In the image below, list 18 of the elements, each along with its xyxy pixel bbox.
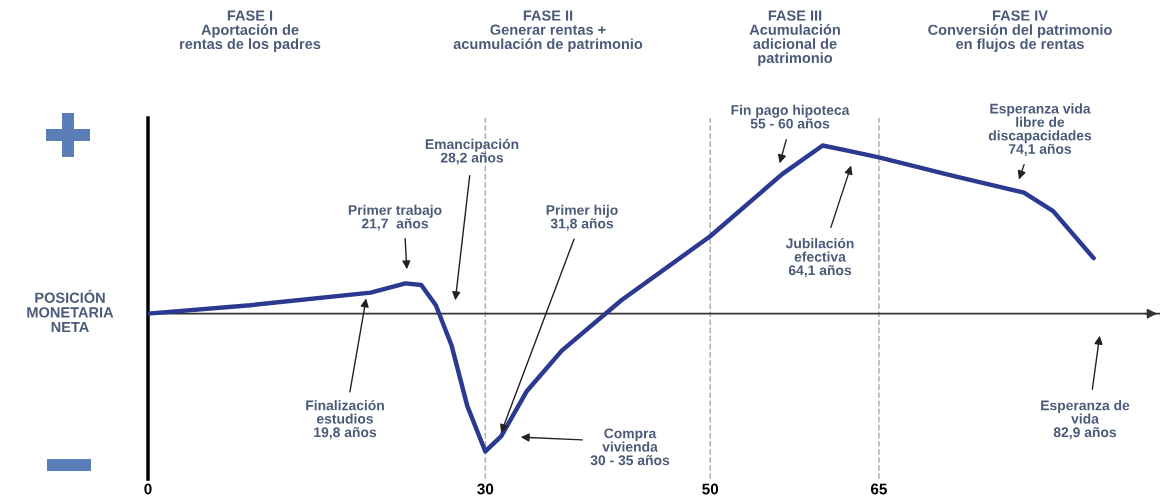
x-tick-label: 50 bbox=[702, 483, 719, 495]
x-tick-label: 0 bbox=[144, 483, 152, 495]
annotation: Primer trabajo 21,7 años bbox=[348, 204, 442, 231]
x-tick-label: 65 bbox=[870, 483, 887, 495]
text: FASE II Generar rentas + acumulación de patrimonio bbox=[453, 10, 643, 52]
y-axis-title: POSICIÓN MONETARIA NETA bbox=[27, 289, 114, 333]
text: FASE IV Conversión del patrimonio en flujos de rentas bbox=[928, 10, 1112, 52]
annotation: Primer hijo 31,8 años bbox=[546, 204, 618, 231]
text: FASE I Aportación de rentas de los padres bbox=[180, 10, 321, 52]
annotation: Emancipación 28,2 años bbox=[425, 138, 519, 165]
annotation: Esperanza vida libre de discapacidades 74,1 años bbox=[988, 103, 1092, 156]
annotation: Compra vivienda 30 - 35 años bbox=[590, 428, 670, 466]
x-tick-label: 30 bbox=[477, 483, 494, 495]
annotation: Finalización estudios 19,8 años bbox=[306, 399, 384, 440]
text: Fin pago hipoteca 55 - 60 años bbox=[731, 104, 850, 129]
text: FASE III Acumulación adicional de patrimonio bbox=[749, 10, 840, 66]
annotation: Esperanza de vida 82,9 años bbox=[1041, 400, 1130, 440]
annotation: Jubilación efectiva 64,1 años bbox=[785, 237, 854, 278]
